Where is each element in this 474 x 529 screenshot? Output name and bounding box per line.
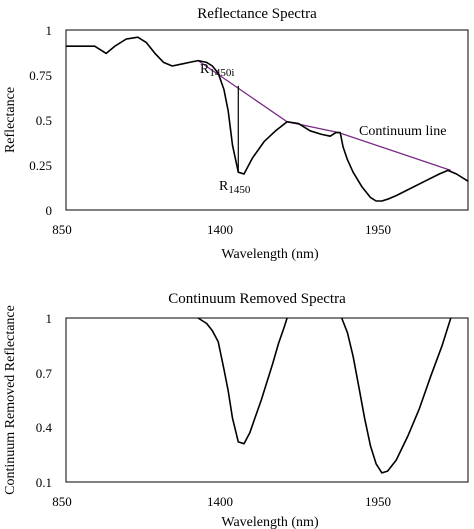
continuum-line-annotation: Continuum line [359,124,447,139]
reflectance-x-axis-label: Wavelength (nm) [221,247,319,262]
reflectance-y-tick: 0 [46,203,53,218]
r1450-annotation: R1450 [219,179,251,196]
reflectance-y-tick: 0.75 [29,68,52,83]
reflectance-chart: Reflectance Spectra 1 0.75 0.5 0.25 0 85… [3,6,469,262]
reflectance-y-axis-label: Reflectance [3,87,18,153]
continuum-removed-series-line [340,317,452,474]
reflectance-y-tick: 0.25 [29,158,52,173]
reflectance-y-tick: 1 [46,23,53,38]
reflectance-series-line [66,36,469,202]
continuum-removed-chart: Continuum Removed Spectra 1 0.7 0.4 0.1 … [3,291,469,529]
reflectance-x-tick: 850 [52,222,72,237]
continuum-removed-y-axis-label: Continuum Removed Reflectance [3,305,18,495]
reflectance-y-tick: 0.5 [36,113,52,128]
continuum-removed-x-axis-label: Wavelength (nm) [221,515,319,529]
continuum-removed-y-tick: 0.1 [36,475,52,490]
reflectance-plot-frame [65,29,469,211]
continuum-removed-y-tick: 0.7 [36,366,53,381]
continuum-removed-y-tick: 0.4 [36,420,53,435]
continuum-removed-x-tick: 1950 [365,494,391,509]
reflectance-chart-title: Reflectance Spectra [197,6,317,22]
reflectance-x-tick: 1400 [207,222,233,237]
continuum-removed-y-tick: 1 [46,311,53,326]
continuum-line [197,60,452,172]
continuum-removed-x-tick: 850 [52,494,72,509]
continuum-removed-chart-title: Continuum Removed Spectra [168,291,346,307]
reflectance-x-tick: 1950 [365,222,391,237]
r1450i-annotation: R1450i [200,62,234,79]
continuum-removed-series-line [197,317,288,445]
continuum-removed-x-tick: 1400 [207,494,233,509]
continuum-removed-plot-frame [65,317,469,483]
